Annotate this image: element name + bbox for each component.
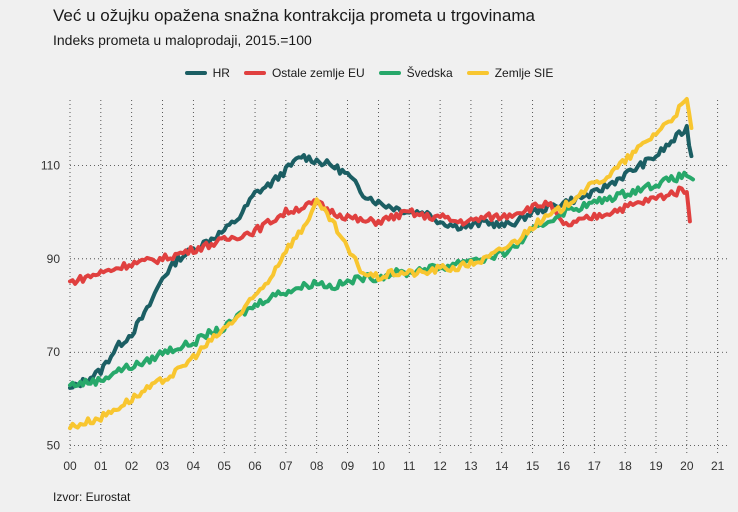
series-line-2 bbox=[68, 170, 695, 389]
x-tick-label: 07 bbox=[279, 459, 293, 473]
x-tick-label: 21 bbox=[711, 459, 725, 473]
x-tick-label: 00 bbox=[63, 459, 77, 473]
x-tick-label: 10 bbox=[372, 459, 386, 473]
y-tick-label: 90 bbox=[47, 252, 61, 266]
series-line-0 bbox=[68, 124, 694, 390]
legend-label-ostale: Ostale zemlje EU bbox=[271, 66, 365, 80]
legend-label-sie: Zemlje SIE bbox=[494, 66, 554, 80]
x-tick-label: 09 bbox=[341, 459, 355, 473]
legend-item-hr: HR bbox=[184, 66, 230, 80]
series-line-1 bbox=[68, 185, 692, 286]
x-tick-label: 01 bbox=[94, 459, 108, 473]
series-line-3 bbox=[68, 97, 694, 431]
chart-subtitle: Indeks prometa u maloprodaji, 2015.=100 bbox=[53, 32, 312, 48]
legend-label-svedska: Švedska bbox=[406, 66, 453, 80]
legend-swatch-ostale bbox=[243, 71, 266, 75]
y-tick-label: 50 bbox=[47, 439, 61, 453]
x-tick-label: 12 bbox=[433, 459, 447, 473]
x-tick-label: 20 bbox=[680, 459, 694, 473]
chart-title: Već u ožujku opažena snažna kontrakcija … bbox=[53, 6, 535, 25]
legend-item-sie: Zemlje SIE bbox=[466, 66, 554, 80]
legend-item-ostale: Ostale zemlje EU bbox=[243, 66, 365, 80]
x-tick-label: 03 bbox=[156, 459, 170, 473]
y-tick-label: 110 bbox=[41, 158, 60, 172]
y-tick-label: 70 bbox=[47, 345, 61, 359]
legend-swatch-svedska bbox=[378, 71, 401, 75]
x-tick-label: 14 bbox=[495, 459, 509, 473]
legend-swatch-sie bbox=[466, 71, 489, 75]
x-tick-label: 16 bbox=[557, 459, 571, 473]
legend-label-hr: HR bbox=[212, 66, 230, 80]
x-tick-label: 11 bbox=[403, 459, 416, 473]
legend-item-svedska: Švedska bbox=[378, 66, 453, 80]
x-tick-label: 04 bbox=[187, 459, 201, 473]
legend-swatch-hr bbox=[184, 71, 207, 75]
source-note: Izvor: Eurostat bbox=[53, 490, 131, 504]
legend: HR Ostale zemlje EU Švedska Zemlje SIE bbox=[0, 66, 738, 80]
x-tick-label: 17 bbox=[588, 459, 602, 473]
x-tick-label: 15 bbox=[526, 459, 540, 473]
x-tick-label: 08 bbox=[310, 459, 324, 473]
x-tick-label: 06 bbox=[248, 459, 262, 473]
x-tick-label: 19 bbox=[649, 459, 663, 473]
x-tick-label: 05 bbox=[218, 459, 232, 473]
x-tick-label: 02 bbox=[125, 459, 139, 473]
x-tick-label: 18 bbox=[618, 459, 632, 473]
x-tick-label: 13 bbox=[464, 459, 478, 473]
